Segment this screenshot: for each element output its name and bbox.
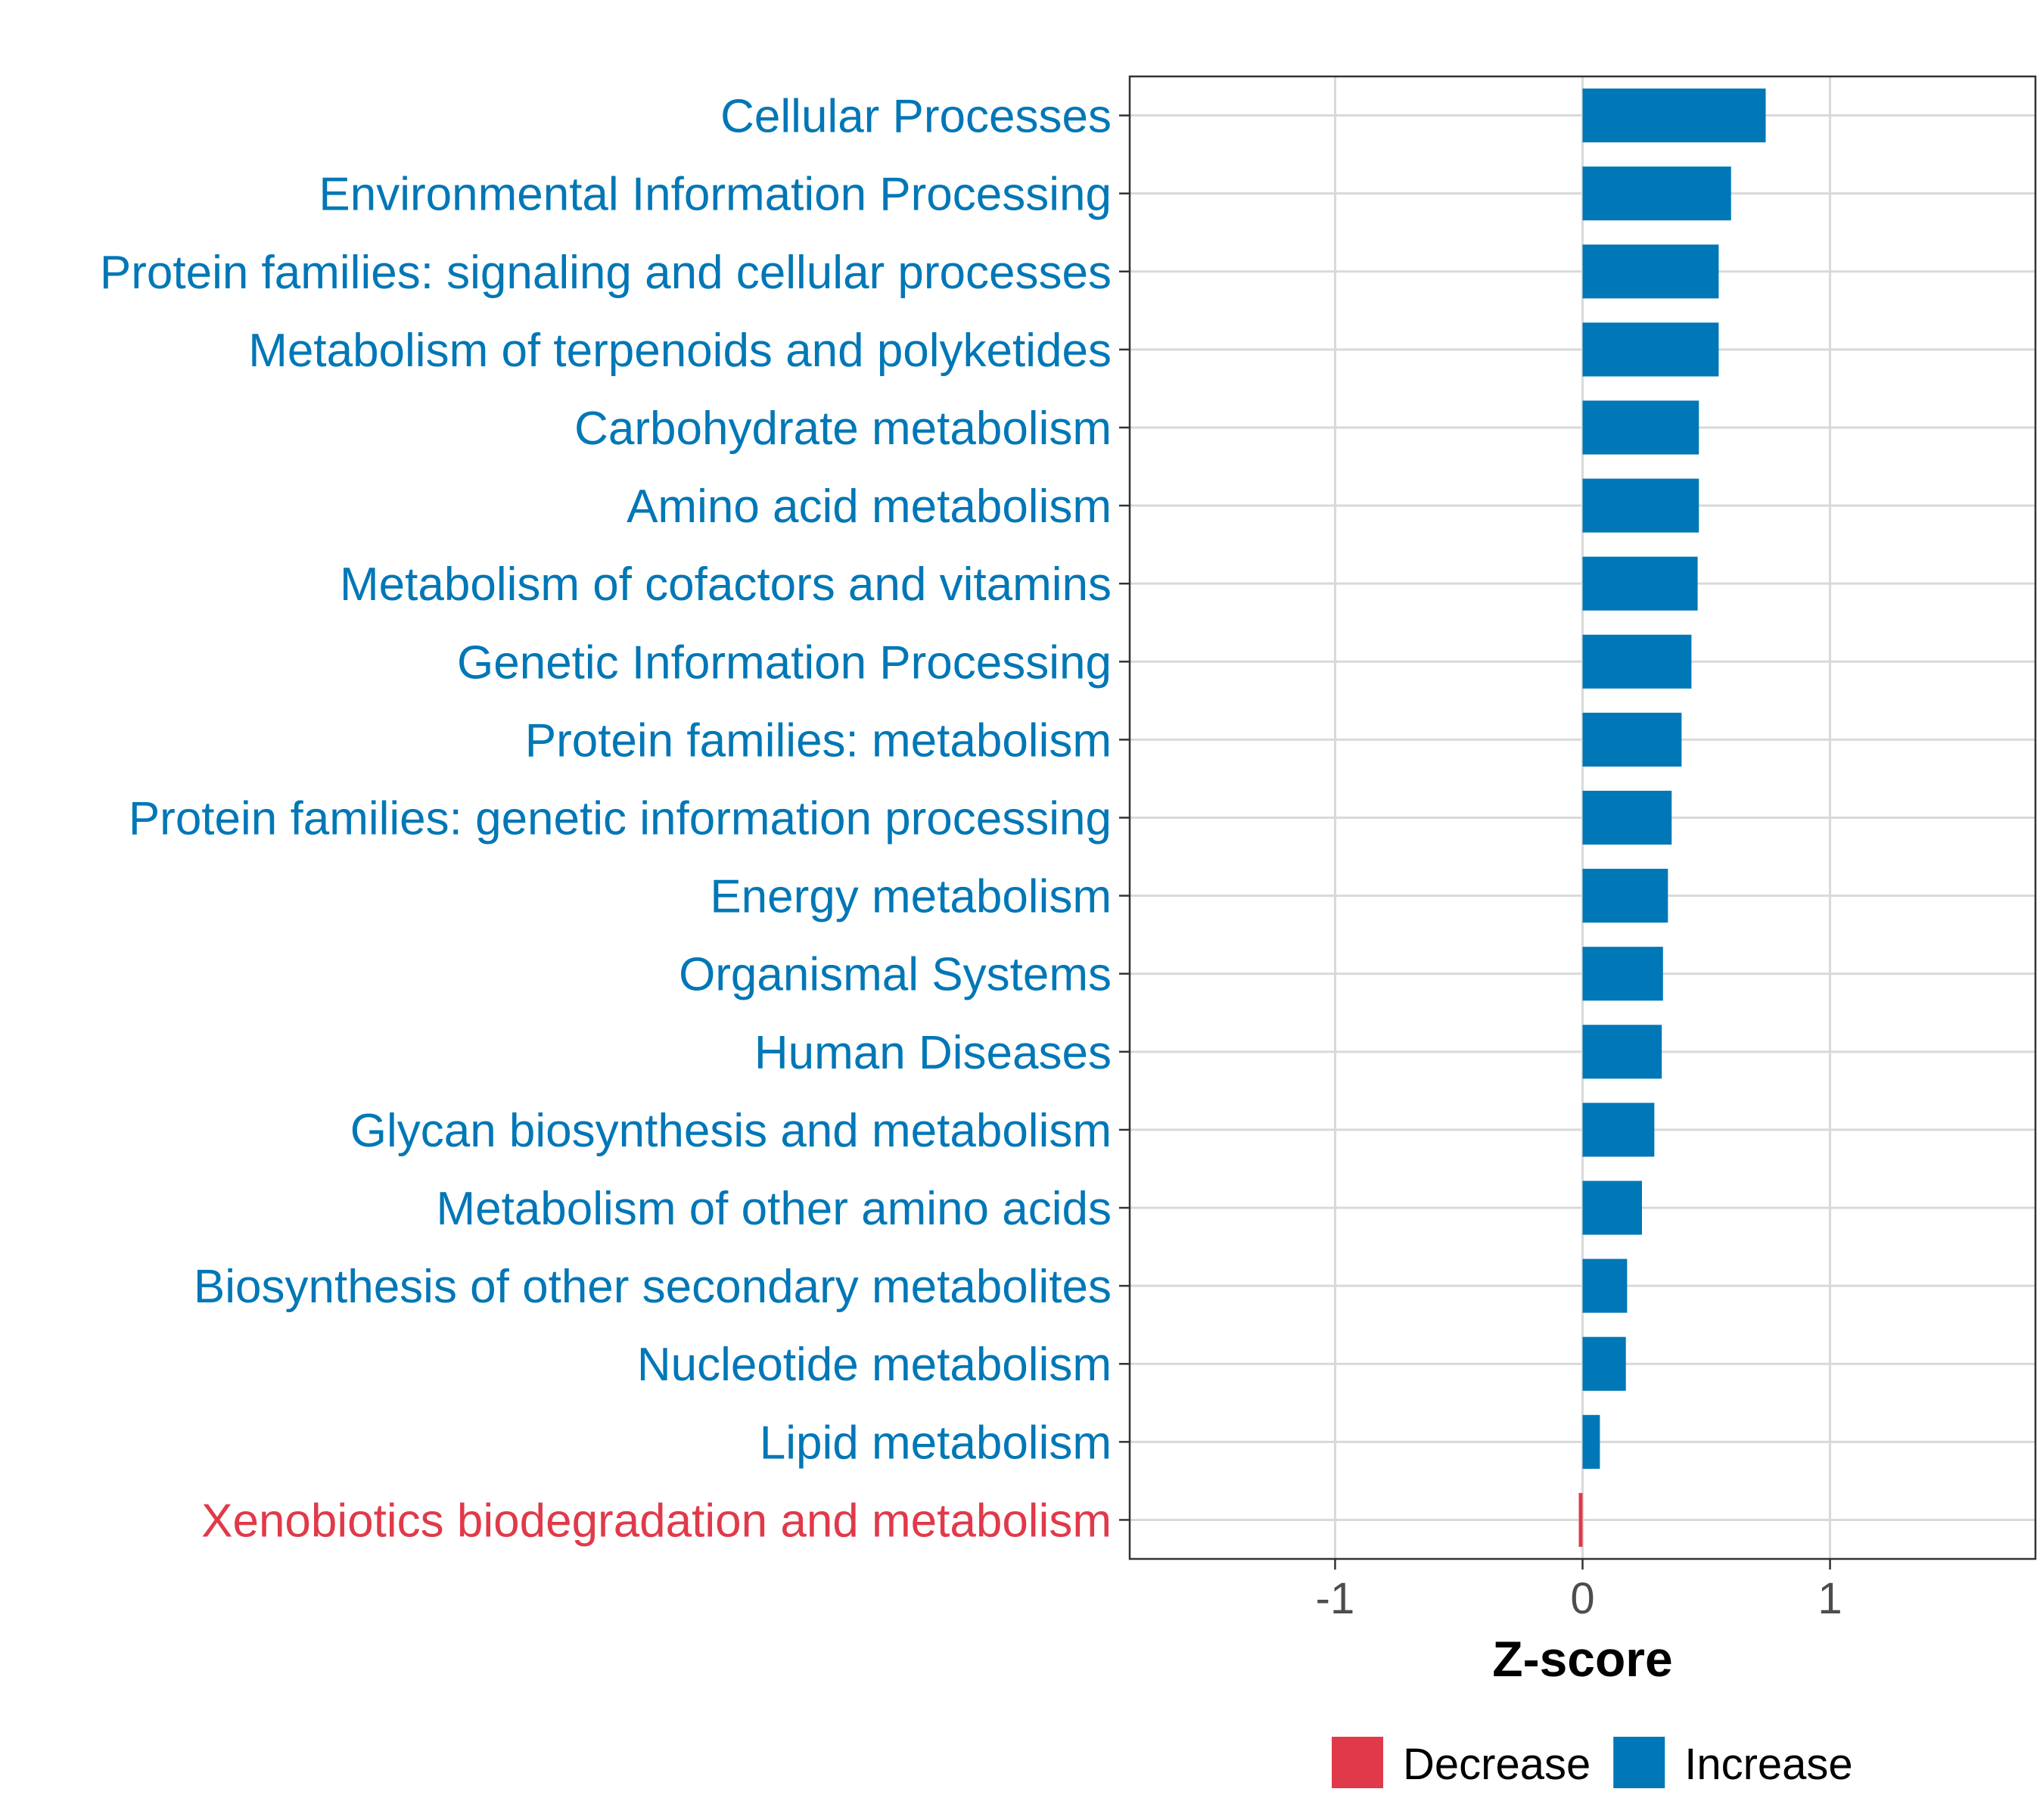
legend-key xyxy=(1332,1737,1383,1788)
y-tick-label: Metabolism of terpenoids and polyketides xyxy=(248,325,1112,377)
x-tick-label: 1 xyxy=(1818,1574,1842,1623)
y-tick-label: Metabolism of other amino acids xyxy=(436,1183,1112,1235)
bar xyxy=(1582,556,1698,611)
bar xyxy=(1582,1025,1662,1079)
y-axis-ticks: Cellular Processes Environmental Informat… xyxy=(100,91,1130,1547)
bar xyxy=(1582,400,1699,455)
y-tick-label: Protein families: metabolism xyxy=(525,714,1112,767)
y-tick-label: Lipid metabolism xyxy=(760,1417,1112,1469)
x-tick-label: -1 xyxy=(1316,1574,1355,1623)
bar xyxy=(1582,1258,1628,1313)
bar xyxy=(1582,478,1699,533)
x-axis-ticks: -1 0 1 xyxy=(1316,1559,1842,1623)
bar xyxy=(1582,244,1719,299)
y-tick-label: Protein families: genetic information pr… xyxy=(129,793,1112,845)
bar xyxy=(1582,1336,1626,1391)
bar xyxy=(1582,322,1719,377)
y-tick-label: Biosynthesis of other secondary metaboli… xyxy=(194,1261,1112,1313)
x-tick-label: 0 xyxy=(1570,1574,1594,1623)
bar xyxy=(1582,947,1663,1001)
legend: Decrease Increase xyxy=(1332,1737,1853,1789)
y-tick-label: Human Diseases xyxy=(754,1027,1112,1079)
y-tick-label: Xenobiotics biodegradation and metabolis… xyxy=(201,1495,1112,1547)
bar xyxy=(1582,869,1668,923)
bar xyxy=(1582,634,1692,689)
legend-label: Increase xyxy=(1684,1740,1852,1789)
y-tick-label: Cellular Processes xyxy=(720,91,1112,143)
y-tick-label: Organismal Systems xyxy=(679,949,1112,1001)
y-tick-label: Glycan biosynthesis and metabolism xyxy=(350,1105,1112,1157)
bar xyxy=(1582,1103,1655,1157)
bar xyxy=(1582,1414,1600,1469)
y-tick-label: Genetic Information Processing xyxy=(457,636,1112,689)
y-tick-label: Nucleotide metabolism xyxy=(637,1339,1112,1391)
y-tick-label: Environmental Information Processing xyxy=(319,169,1112,221)
y-tick-label: Carbohydrate metabolism xyxy=(574,403,1112,455)
bar xyxy=(1578,1492,1583,1548)
bar xyxy=(1582,166,1731,221)
y-tick-label: Metabolism of cofactors and vitamins xyxy=(340,558,1112,611)
bar xyxy=(1582,88,1766,143)
y-tick-label: Amino acid metabolism xyxy=(627,481,1112,533)
bar xyxy=(1582,790,1672,845)
legend-label: Decrease xyxy=(1403,1740,1591,1789)
y-tick-label: Protein families: signaling and cellular… xyxy=(100,247,1112,299)
bar xyxy=(1582,712,1682,767)
bars xyxy=(1578,88,1766,1548)
bar xyxy=(1582,1181,1642,1235)
x-axis-title: Z-score xyxy=(1492,1631,1672,1687)
legend-key xyxy=(1613,1737,1665,1788)
y-tick-label: Energy metabolism xyxy=(710,871,1112,923)
